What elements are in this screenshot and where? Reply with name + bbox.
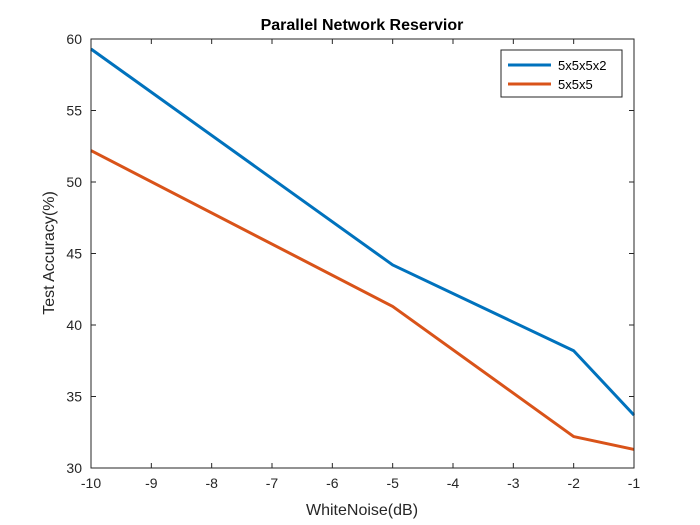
series-line-5x5x5	[90, 149, 635, 451]
y-tick-label: 55	[66, 103, 82, 119]
y-tick-label: 35	[66, 389, 82, 405]
legend-label: 5x5x5x2	[558, 58, 606, 73]
x-tick-label: -10	[81, 475, 101, 491]
y-axis-ticks: 30 35 40 45 50 55 60	[66, 31, 634, 476]
x-tick-label: -1	[628, 475, 641, 491]
x-tick-label: -6	[326, 475, 339, 491]
series-line-5x5x5x2	[90, 47, 636, 417]
series-layer	[90, 47, 636, 451]
x-tick-label: -3	[507, 475, 520, 491]
y-tick-label: 50	[66, 174, 82, 190]
y-tick-label: 45	[66, 246, 82, 262]
y-tick-label: 40	[66, 317, 82, 333]
x-tick-label: -7	[266, 475, 279, 491]
legend-box	[500, 49, 623, 98]
x-tick-label: -9	[145, 475, 158, 491]
x-tick-label: -5	[386, 475, 399, 491]
chart-title: Parallel Network Reservior	[261, 17, 464, 34]
y-tick-label: 30	[66, 460, 82, 476]
x-tick-label: -2	[567, 475, 580, 491]
legend-label: 5x5x5	[558, 77, 593, 92]
y-tick-label: 60	[66, 31, 82, 47]
x-axis-label: WhiteNoise(dB)	[306, 502, 418, 519]
y-axis-label: Test Accuracy(%)	[41, 191, 58, 315]
x-axis-ticks: -10 -9 -8 -7 -6 -5 -4 -3 -2 -1	[81, 39, 641, 491]
legend: 5x5x5x2 5x5x5	[500, 49, 623, 98]
x-tick-label: -8	[205, 475, 218, 491]
x-tick-label: -4	[447, 475, 460, 491]
plot-area	[91, 39, 634, 468]
